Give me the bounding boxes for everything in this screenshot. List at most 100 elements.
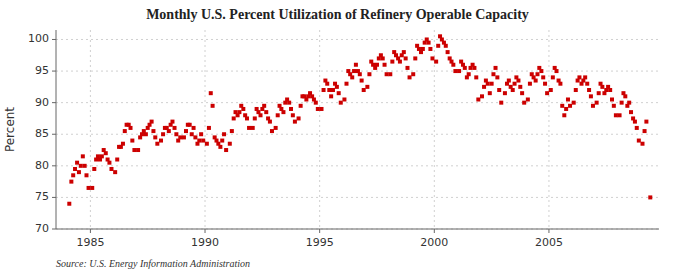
point [453,69,457,73]
point [528,82,532,86]
y-tick [52,229,56,230]
point [339,101,343,105]
point [150,120,154,124]
point [325,82,329,86]
y-tick [52,39,56,40]
point [543,82,547,86]
point [211,104,215,108]
point [193,135,197,139]
point [385,72,389,76]
x-tick-label: 1985 [76,236,104,249]
point [199,132,203,136]
point [182,135,186,139]
point [362,88,366,92]
point [314,101,318,105]
point [109,167,113,171]
point [262,104,266,108]
point [104,151,108,155]
point [627,101,631,105]
point [608,88,612,92]
point [490,82,494,86]
point [123,129,127,133]
point [299,104,303,108]
point [574,88,578,92]
x-tick-label: 2005 [535,236,563,249]
point [167,129,171,133]
point [583,75,587,79]
point [648,195,652,199]
point [541,75,545,79]
point [291,113,295,117]
point [614,113,618,117]
point [197,139,201,143]
point [497,88,501,92]
point [87,186,91,190]
x-tick-label: 2000 [420,236,448,249]
y-tick [52,197,56,198]
point [413,56,417,60]
point [644,120,648,124]
point [612,104,616,108]
point [201,139,205,143]
point [402,50,406,54]
point [610,97,614,101]
point [251,126,255,130]
y-tick-label: 85 [35,127,49,140]
grid-line-y [56,229,659,230]
point [404,56,408,60]
point [568,104,572,108]
point [207,126,211,130]
point [247,126,251,130]
point [224,148,228,152]
point [352,69,356,73]
point [585,82,589,86]
point [405,66,409,70]
x-axis-line [56,229,659,230]
y-tick [52,102,56,103]
grid-line-y [56,102,659,103]
point [75,161,79,165]
point [342,97,346,101]
y-tick-label: 80 [35,159,49,172]
point [230,129,234,133]
point [516,79,520,83]
point [268,120,272,124]
point [597,91,601,95]
point [178,135,182,139]
point [209,91,213,95]
point [577,75,581,79]
point [390,60,394,64]
point [600,85,604,89]
point [77,170,81,174]
point [190,132,194,136]
point [241,107,245,111]
point [434,60,438,64]
point [113,170,117,174]
point [155,142,159,146]
point [381,56,385,60]
point [444,44,448,48]
x-tick [205,229,206,233]
point [270,129,274,133]
point [253,116,257,120]
point [526,97,530,101]
point [430,56,434,60]
point [555,69,559,73]
grid-line-y [56,39,659,40]
point [83,164,87,168]
grid [56,30,659,229]
point [205,142,209,146]
point [513,82,517,86]
point [316,107,320,111]
point [595,101,599,105]
point [491,72,495,76]
point [467,72,471,76]
grid-line-x [319,30,320,229]
point [539,69,543,73]
point [558,82,562,86]
point [245,116,249,120]
point [69,180,73,184]
point [335,85,339,89]
point [337,91,341,95]
point [132,148,136,152]
